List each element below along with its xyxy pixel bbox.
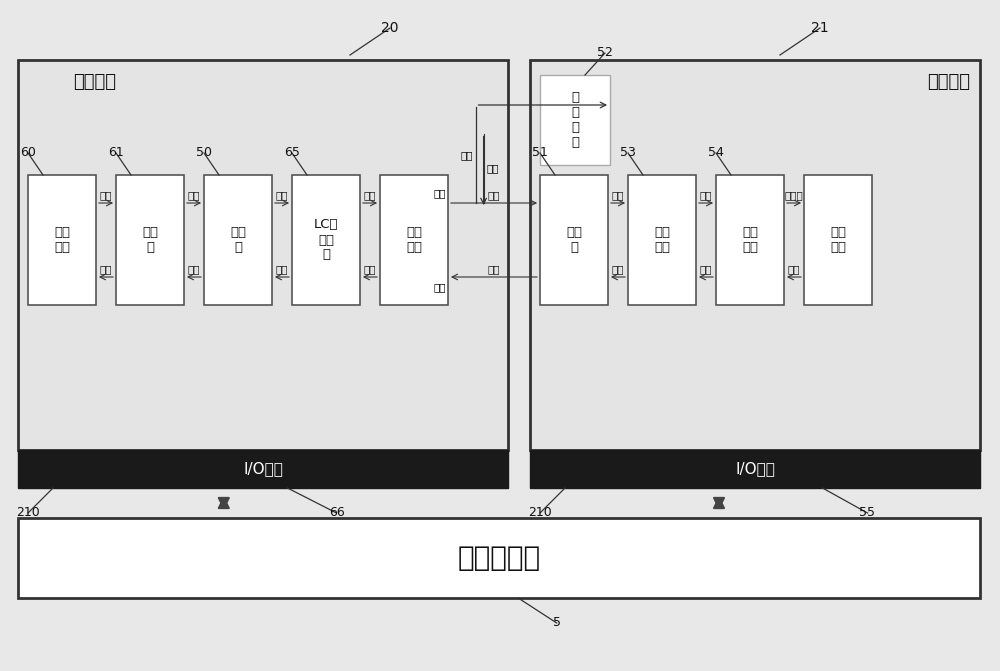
Text: 电流: 电流 [488,264,500,274]
Bar [28,175,96,305]
Text: 变压
器: 变压 器 [142,226,158,254]
Text: 交流
电机: 交流 电机 [654,226,670,254]
Text: 66: 66 [329,507,344,519]
Bar [204,175,272,305]
Bar [530,60,980,450]
Text: 电压: 电压 [434,188,446,198]
Text: 供电
电源: 供电 电源 [54,226,70,254]
Text: 20: 20 [381,21,399,35]
Text: 21: 21 [811,21,829,35]
Bar [804,175,872,305]
Text: 实物控制器: 实物控制器 [457,544,541,572]
Text: 电压: 电压 [460,150,473,160]
Text: 50: 50 [196,146,212,160]
Text: 51: 51 [532,146,548,160]
Bar [292,175,360,305]
Text: 65: 65 [284,146,300,160]
Text: 210: 210 [528,507,552,519]
Text: 电流: 电流 [188,264,200,274]
Bar [540,75,610,165]
Bar [18,450,508,488]
Text: 负载
模型: 负载 模型 [830,226,846,254]
Bar [530,450,980,488]
Text: 210: 210 [16,507,40,519]
Text: 斩
波
回
路: 斩 波 回 路 [571,91,579,149]
Text: 电压: 电压 [276,190,288,200]
Text: I/O接口: I/O接口 [735,462,775,476]
Text: 电压: 电压 [188,190,200,200]
Text: LC谐
振回
路: LC谐 振回 路 [314,219,338,262]
FancyArrowPatch shape [219,498,229,508]
Text: 电流: 电流 [434,282,446,292]
Bar [380,175,448,305]
Text: 53: 53 [620,146,636,160]
Bar [716,175,784,305]
Text: 整流
器: 整流 器 [230,226,246,254]
Text: 52: 52 [597,46,613,60]
Text: 逆变
器: 逆变 器 [566,226,582,254]
Text: 牵引力: 牵引力 [785,190,803,200]
Text: 电压: 电压 [612,190,624,200]
Text: 电流: 电流 [364,264,376,274]
Text: 60: 60 [20,146,36,160]
Text: 电流: 电流 [487,163,499,173]
Text: 电流: 电流 [100,264,112,274]
Text: 处理板一: 处理板一 [73,73,116,91]
FancyArrowPatch shape [714,498,724,508]
Text: 电压: 电压 [364,190,376,200]
Text: 轮轨
模型: 轮轨 模型 [742,226,758,254]
Text: 54: 54 [708,146,724,160]
Text: 转速: 转速 [700,264,712,274]
Bar [628,175,696,305]
Text: 支撑
电容: 支撑 电容 [406,226,422,254]
Text: 电流: 电流 [276,264,288,274]
Bar [18,518,980,598]
Bar [18,60,508,450]
Text: I/O接口: I/O接口 [243,462,283,476]
Text: 转矩: 转矩 [700,190,712,200]
Text: 55: 55 [860,507,876,519]
Text: 电压: 电压 [100,190,112,200]
Text: 61: 61 [108,146,124,160]
Text: 5: 5 [553,617,561,629]
Bar [116,175,184,305]
Text: 处理板二: 处理板二 [927,73,970,91]
Text: 电流: 电流 [612,264,624,274]
Text: 车速: 车速 [788,264,800,274]
Bar [540,175,608,305]
Text: 电压: 电压 [488,190,500,200]
